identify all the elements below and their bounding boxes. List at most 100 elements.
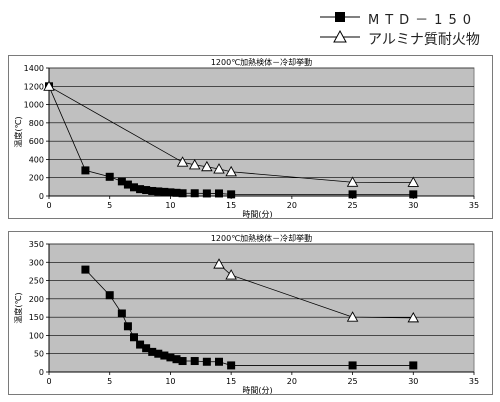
data-point-triangle [407, 311, 420, 323]
x-tick-label: 30 [408, 201, 418, 210]
chart-bottom-plot: 0 50 100 150 200 250 300 350 0 5 10 15 20 25 30 35 1200℃… [13, 233, 479, 394]
data-point-square [142, 344, 151, 353]
legend-label: MTD－150 [368, 13, 477, 28]
data-point-square [172, 355, 181, 364]
data-point-triangle [225, 165, 237, 177]
y-tick-label: 200 [29, 295, 44, 304]
y-tick-label: 0 [39, 368, 44, 377]
data-point-square [202, 357, 211, 366]
data-point-square [172, 188, 181, 197]
y-tick-label: 250 [29, 277, 44, 286]
data-point-triangle [188, 158, 201, 170]
x-axis-title: 時間(分) [242, 386, 272, 394]
data-point-square [148, 186, 157, 195]
chart-title: 1200℃加熱検体－冷却挙動 [211, 233, 312, 243]
data-point-triangle [213, 258, 225, 269]
data-point-square [117, 177, 126, 186]
x-tick-label: 0 [46, 377, 51, 386]
y-tick-label: 50 [34, 350, 44, 359]
y-tick-label: 300 [29, 258, 44, 267]
data-point-square [148, 347, 157, 356]
data-point-square [130, 333, 138, 342]
y-tick-label: 1200 [24, 82, 44, 91]
x-axis-title: 時間(分) [242, 210, 272, 218]
x-tick-label: 20 [287, 201, 297, 210]
data-point-triangle [346, 176, 359, 187]
data-point-square [178, 357, 187, 366]
data-point-square [160, 187, 169, 196]
x-tick-label: 25 [347, 377, 357, 386]
x-tick-label: 0 [46, 201, 51, 210]
data-point-triangle [346, 311, 359, 322]
data-point-square [81, 166, 90, 175]
data-point-square [154, 187, 163, 196]
y-tick-label: 1400 [24, 64, 44, 73]
x-tick-label: 15 [226, 201, 236, 210]
data-point-square [215, 357, 223, 366]
x-tick-label: 5 [107, 201, 112, 210]
y-axis-title: 温度(℃) [13, 116, 23, 147]
y-tick-label: 0 [39, 192, 44, 201]
data-point-square [348, 190, 357, 199]
open-triangle-marker-icon [320, 29, 360, 43]
plot-area [48, 243, 475, 373]
y-tick-label: 600 [29, 137, 44, 146]
legend: MTD－150 アルミナ質耐火物 [318, 6, 498, 48]
legend-item-mtd150[interactable]: MTD－150 [318, 8, 498, 28]
data-point-square [409, 361, 418, 370]
x-tick-label: 5 [107, 377, 112, 386]
y-tick-label: 400 [29, 155, 44, 164]
data-point-square [81, 265, 90, 274]
x-tick-label: 10 [165, 201, 175, 210]
data-point-square [409, 190, 418, 199]
x-tick-label: 35 [469, 201, 479, 210]
data-point-triangle [176, 156, 189, 167]
y-tick-label: 350 [29, 240, 44, 249]
y-tick-label: 800 [29, 119, 44, 128]
data-point-square [202, 189, 211, 198]
data-point-square [190, 357, 199, 366]
data-point-square [215, 189, 223, 198]
x-tick-label: 10 [165, 377, 175, 386]
data-point-triangle [225, 269, 237, 280]
x-tick-label: 35 [469, 377, 479, 386]
data-point-square [178, 189, 187, 198]
data-point-square [123, 180, 132, 189]
y-tick-label: 100 [29, 331, 44, 340]
data-point-square [166, 353, 175, 362]
data-point-square [160, 351, 169, 360]
data-point-square [105, 291, 114, 300]
chart-title: 1200℃加熱検体－冷却挙動 [211, 57, 312, 67]
data-point-square [130, 183, 138, 192]
legend-item-alumina[interactable]: アルミナ質耐火物 [318, 28, 498, 48]
data-point-square [348, 361, 357, 370]
data-point-square [227, 190, 236, 199]
data-point-square [123, 322, 132, 331]
y-tick-label: 1000 [24, 101, 44, 110]
chart-bottom: 0 50 100 150 200 250 300 350 0 5 10 15 20 25 30 35 1200℃… [8, 231, 493, 395]
data-point-square [190, 189, 199, 198]
data-point-triangle [407, 176, 420, 187]
data-point-square [117, 309, 126, 318]
data-point-square [136, 185, 145, 194]
data-point-triangle [43, 80, 55, 91]
x-tick-label: 30 [408, 377, 418, 386]
chart-top-plot: 0 200 400 600 800 1000 1200 1400 0 5 10 15 20 25 30 35 1… [13, 57, 479, 218]
chart-top: 0 200 400 600 800 1000 1200 1400 0 5 10 15 20 25 30 35 1… [8, 55, 493, 219]
data-point-square [105, 172, 114, 181]
data-point-square [166, 188, 175, 197]
series-line [218, 263, 414, 319]
data-point-square [154, 349, 163, 358]
data-point-triangle [201, 160, 213, 172]
data-point-square [136, 340, 145, 349]
x-tick-label: 25 [347, 201, 357, 210]
x-tick-label: 15 [226, 377, 236, 386]
legend-label: アルミナ質耐火物 [368, 32, 480, 48]
filled-square-marker-icon [320, 12, 360, 22]
x-tick-label: 20 [287, 377, 297, 386]
y-tick-label: 150 [29, 313, 44, 322]
y-axis-title: 温度(℃) [13, 292, 23, 323]
y-tick-label: 200 [29, 174, 44, 183]
data-point-square [142, 186, 151, 195]
data-point-square [227, 361, 236, 370]
